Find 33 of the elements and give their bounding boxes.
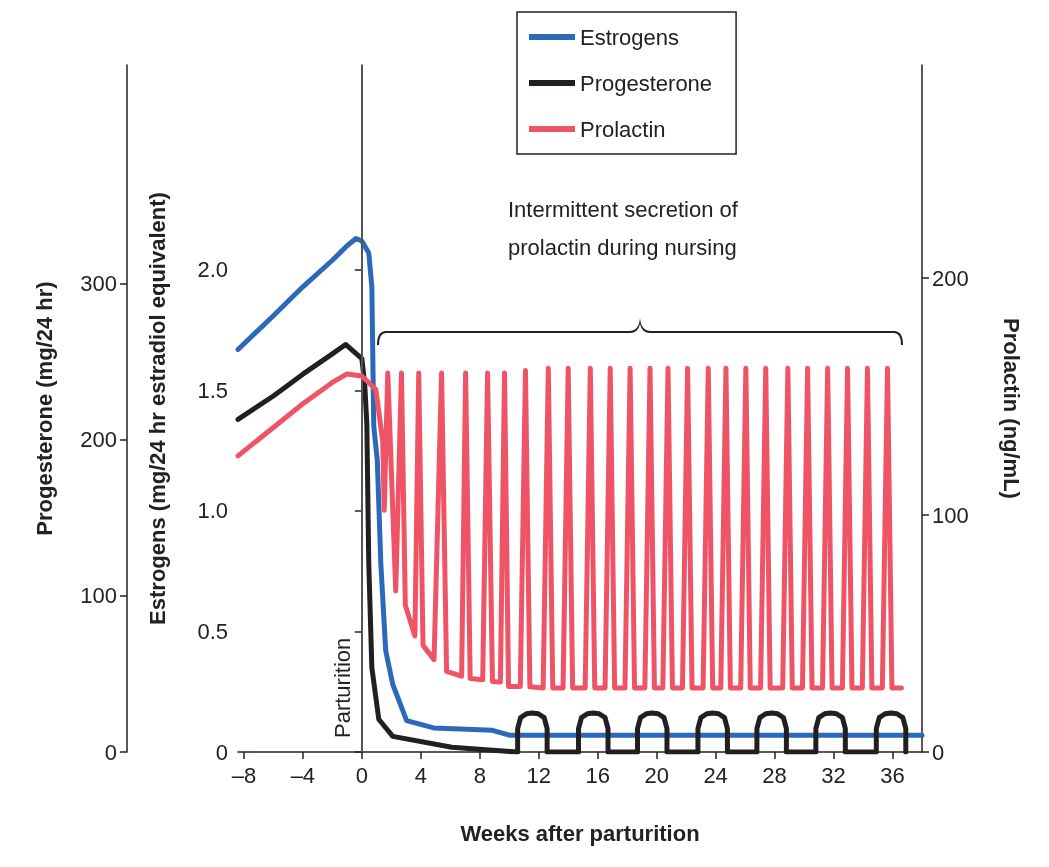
y-axis-title: Estrogens (mg/24 hr estradiol equivalent): [144, 192, 170, 625]
y2-tick-label: 100: [932, 502, 969, 528]
legend-label: Estrogens: [580, 24, 680, 50]
x-tick-label: –8: [231, 762, 257, 788]
y-tick-label: 0.5: [197, 618, 228, 644]
y3-tick-label: 0: [104, 739, 117, 765]
y3-tick-label: 100: [80, 583, 117, 609]
x-tick-label: 36: [880, 762, 905, 788]
x-tick-label: 32: [821, 762, 846, 788]
y-tick-label: 2.0: [197, 257, 228, 283]
x-tick-label: 4: [414, 762, 427, 788]
y-tick-label: 1.5: [197, 377, 228, 403]
y2-tick-label: 200: [932, 265, 969, 291]
y-tick-label: 0: [215, 739, 228, 765]
legend-label: Prolactin: [580, 116, 666, 142]
legend-label: Progesterone: [580, 70, 713, 96]
x-axis-title: Weeks after parturition: [460, 820, 700, 846]
x-tick-label: 12: [526, 762, 551, 788]
x-tick-label: 20: [644, 762, 669, 788]
x-tick-label: 24: [703, 762, 728, 788]
y3-tick-label: 200: [80, 427, 117, 453]
ref-line-label: Parturition: [330, 637, 356, 738]
y3-axis-title: Progesterone (mg/24 hr): [31, 281, 57, 536]
x-tick-label: 8: [473, 762, 486, 788]
x-tick-label: –4: [290, 762, 316, 788]
x-tick-label: 0: [355, 762, 368, 788]
y2-tick-label: 0: [932, 739, 945, 765]
annotation: Intermittent secretion of prolactin during nursing: [508, 196, 744, 260]
x-tick-label: 28: [762, 762, 787, 788]
y2-axis-title: Prolactin (ng/mL): [998, 318, 1024, 499]
y-tick-label: 1.0: [197, 498, 228, 524]
x-tick-label: 16: [585, 762, 610, 788]
y3-tick-label: 300: [80, 271, 117, 297]
